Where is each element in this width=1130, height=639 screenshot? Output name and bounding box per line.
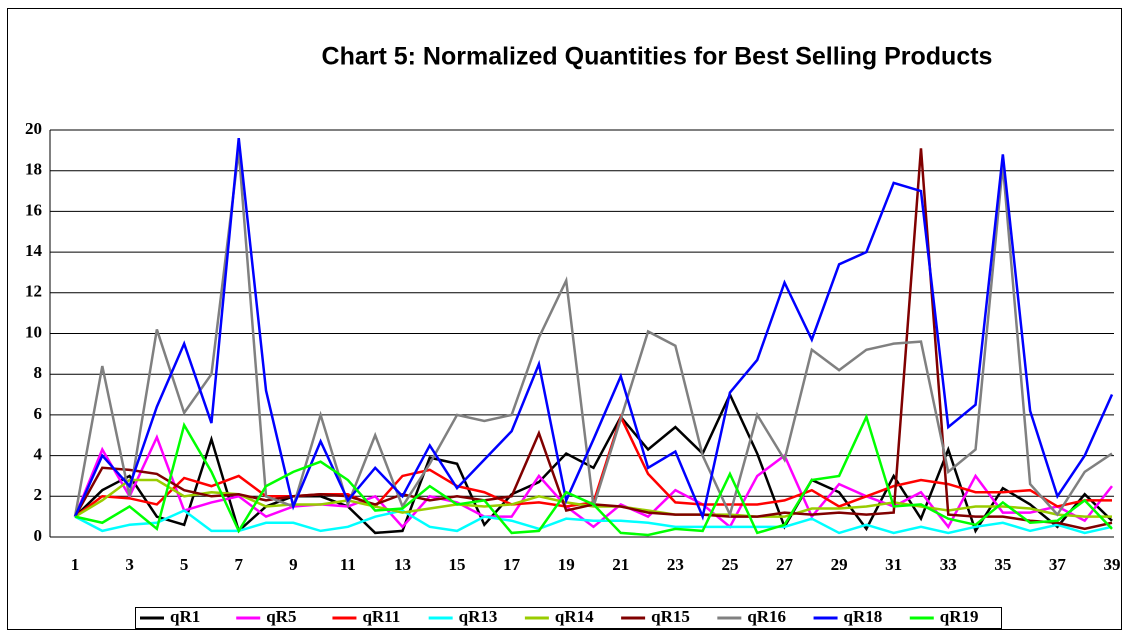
x-tick-label: 35 <box>994 555 1011 574</box>
x-tick-label: 3 <box>125 555 134 574</box>
x-tick-label: 17 <box>503 555 521 574</box>
y-tick-label: 12 <box>25 282 42 301</box>
x-tick-label: 21 <box>612 555 629 574</box>
x-tick-label: 15 <box>449 555 466 574</box>
y-tick-label: 0 <box>34 526 43 545</box>
x-tick-label: 13 <box>394 555 411 574</box>
x-tick-label: 31 <box>885 555 902 574</box>
x-tick-label: 37 <box>1049 555 1067 574</box>
x-tick-label: 5 <box>180 555 189 574</box>
series-line <box>73 138 1114 521</box>
x-tick-label: 27 <box>776 555 794 574</box>
legend-label: qR15 <box>651 607 690 626</box>
x-tick-label: 9 <box>289 555 298 574</box>
legend-label: qR16 <box>747 607 786 626</box>
y-tick-label: 16 <box>25 200 42 219</box>
series-line <box>74 509 1113 535</box>
series-line <box>74 413 1113 537</box>
y-tick-label: 14 <box>25 241 43 260</box>
series-line <box>74 391 1113 535</box>
y-tick-label: 20 <box>25 119 42 138</box>
x-tick-label: 39 <box>1104 555 1121 574</box>
legend-label: qR14 <box>555 607 594 626</box>
x-tick-label: 1 <box>71 555 80 574</box>
legend-label: qR1 <box>170 607 200 626</box>
y-tick-label: 10 <box>25 322 42 341</box>
x-tick-label: 11 <box>340 555 356 574</box>
x-tick-label: 23 <box>667 555 684 574</box>
y-tick-label: 2 <box>34 485 43 504</box>
x-tick-label: 29 <box>831 555 848 574</box>
legend-label: qR19 <box>940 607 979 626</box>
x-tick-label: 19 <box>558 555 575 574</box>
legend-box <box>135 607 1002 629</box>
chart-border <box>7 8 1122 630</box>
y-tick-label: 8 <box>34 363 43 382</box>
series-line <box>73 150 1113 519</box>
legend-label: qR13 <box>459 607 498 626</box>
legend-label: qR11 <box>362 607 400 626</box>
chart-title: Chart 5: Normalized Quantities for Best … <box>322 43 993 71</box>
x-tick-label: 7 <box>234 555 243 574</box>
y-tick-label: 6 <box>34 404 43 423</box>
y-tick-label: 18 <box>25 160 42 179</box>
y-tick-label: 4 <box>34 445 43 464</box>
x-tick-label: 33 <box>940 555 957 574</box>
legend-label: qR18 <box>844 607 883 626</box>
x-tick-label: 25 <box>721 555 738 574</box>
legend-label: qR5 <box>266 607 296 626</box>
